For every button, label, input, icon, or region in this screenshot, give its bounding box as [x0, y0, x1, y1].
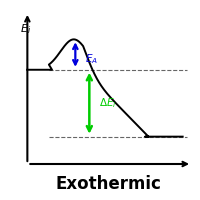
Text: $\Delta E_i$: $\Delta E_i$	[99, 96, 116, 110]
Text: E$_i$: E$_i$	[20, 23, 31, 36]
Text: Exothermic: Exothermic	[55, 175, 161, 193]
Text: $E_A$: $E_A$	[85, 52, 98, 66]
